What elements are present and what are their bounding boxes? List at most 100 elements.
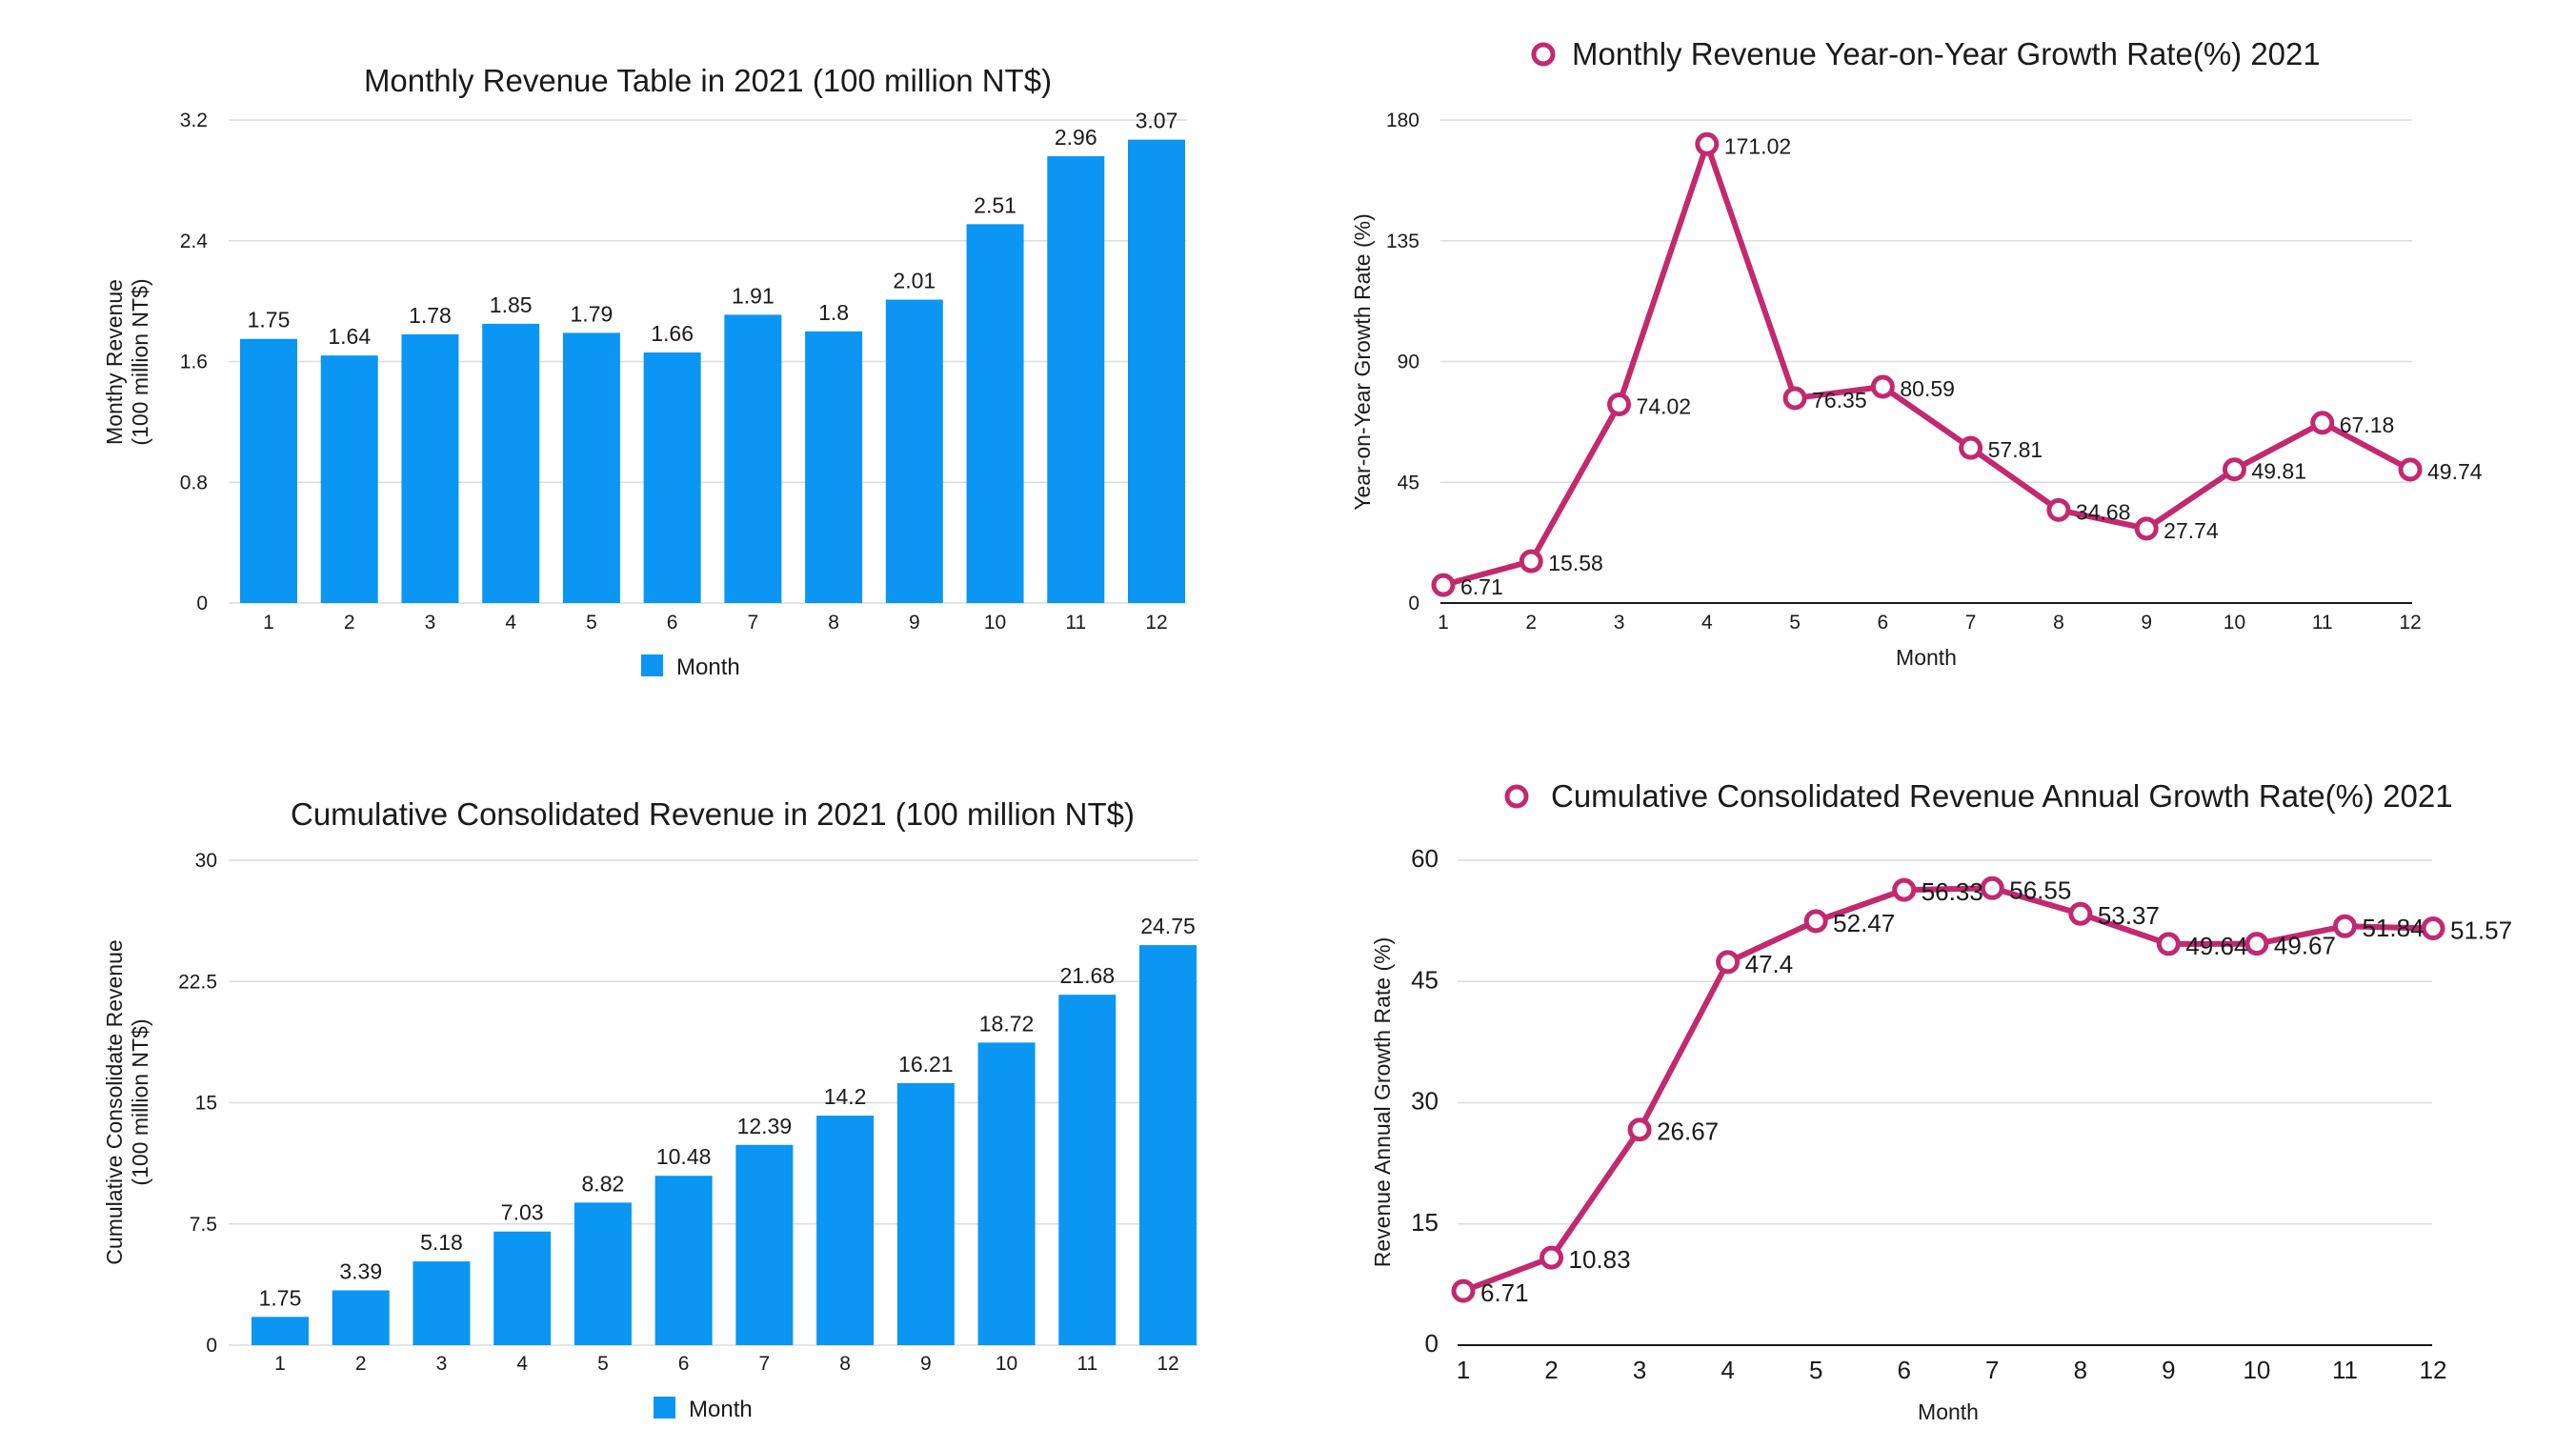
chart-title: Monthly Revenue Table in 2021 (100 milli…: [364, 63, 1052, 98]
data-label: 49.64: [2185, 932, 2247, 960]
data-label: 1.64: [328, 324, 371, 349]
bar: [816, 1116, 875, 1345]
x-tick-label: 11: [2332, 1356, 2358, 1384]
y-tick-label: 180: [1386, 110, 1419, 131]
x-tick-label: 5: [1809, 1356, 1822, 1384]
chart-monthly-revenue: 0 0.8 1.6 2.4 3.2 Monthly Revenue Table in 20…: [102, 63, 1187, 680]
data-point: [2310, 411, 2335, 435]
x-tick-label: 8: [828, 612, 839, 634]
bar: [1058, 995, 1117, 1345]
data-label: 80.59: [1900, 376, 1955, 401]
x-tick-label: 11: [2312, 612, 2333, 634]
x-tick-label: 9: [2162, 1356, 2175, 1384]
x-tick-label: 12: [2399, 612, 2421, 634]
data-label: 5.18: [420, 1230, 463, 1255]
data-point: [1431, 573, 1456, 597]
data-point: [2068, 901, 2093, 926]
data-point: [2046, 497, 2071, 522]
data-label: 2.51: [974, 192, 1016, 217]
data-point: [1959, 435, 1983, 460]
legend-label: Month: [689, 1397, 753, 1422]
data-point: [1803, 909, 1828, 934]
x-tick-label: 5: [586, 612, 597, 634]
data-label: 26.67: [1657, 1117, 1719, 1146]
x-tick-label: 4: [516, 1353, 528, 1375]
bar: [1047, 156, 1105, 603]
data-point: [2332, 914, 2357, 938]
data-label: 1.66: [651, 321, 694, 346]
x-tick-label: 4: [1721, 1356, 1734, 1384]
bar: [885, 299, 943, 603]
data-label: 57.81: [1988, 437, 2043, 462]
x-tick-label: 1: [1457, 1356, 1470, 1384]
x-tick-label: 12: [1145, 612, 1167, 634]
bar: [654, 1176, 713, 1345]
data-point: [2134, 516, 2159, 541]
y-tick-label: 3.2: [180, 110, 208, 131]
legend-marker-icon: [1531, 42, 1556, 67]
x-tick-label: 3: [1633, 1356, 1646, 1384]
bar: [1128, 139, 1185, 604]
y-tick-label: 135: [1386, 231, 1419, 252]
bar: [735, 1144, 794, 1345]
bar: [493, 1231, 552, 1345]
data-label: 49.74: [2427, 459, 2483, 484]
data-label: 18.72: [979, 1011, 1035, 1036]
y-tick-label: 45: [1398, 472, 1419, 493]
bar: [332, 1290, 390, 1345]
x-tick-label: 6: [1878, 612, 1889, 634]
data-label: 7.03: [501, 1200, 544, 1225]
bar: [413, 1261, 471, 1345]
bar: [240, 338, 297, 603]
bar: [1139, 945, 1197, 1345]
y-tick-label: 0: [1408, 593, 1419, 614]
data-point: [1870, 374, 1895, 399]
data-point: [1451, 1278, 1476, 1303]
bar: [320, 355, 378, 603]
data-point: [1519, 549, 1543, 574]
data-point: [2421, 916, 2445, 941]
data-label: 10.48: [656, 1144, 712, 1169]
y-axis-label: Cumulative Consolidate Revenue: [102, 939, 127, 1264]
x-tick-label: 10: [2224, 612, 2245, 634]
bar: [966, 224, 1024, 603]
data-label: 6.71: [1480, 1278, 1529, 1307]
data-label: 74.02: [1637, 394, 1692, 419]
y-tick-label: 15: [195, 1093, 217, 1115]
data-point: [1607, 392, 1632, 417]
data-label: 34.68: [2076, 499, 2131, 524]
y-tick-label: 15: [1411, 1208, 1439, 1237]
data-label: 67.18: [2340, 413, 2395, 437]
bar: [896, 1082, 955, 1345]
data-label: 27.74: [2163, 518, 2219, 543]
data-label: 56.33: [1922, 877, 1983, 906]
bar: [482, 323, 540, 603]
x-tick-label: 7: [1985, 1356, 1999, 1384]
x-tick-label: 11: [1065, 612, 1086, 634]
y-tick-label: 30: [1411, 1087, 1439, 1116]
y-tick-label: 2.4: [180, 231, 209, 252]
y-axis-label: Revenue Annual Growth Rate (%): [1370, 937, 1395, 1267]
x-tick-label: 2: [355, 1353, 367, 1375]
data-point: [1695, 131, 1720, 156]
y-axis-label: (100 million NT$): [128, 278, 152, 445]
data-label: 1.75: [248, 308, 291, 332]
data-point: [1892, 877, 1917, 902]
x-tick-label: 1: [263, 612, 274, 634]
data-label: 21.68: [1059, 963, 1115, 988]
x-tick-label: 6: [667, 612, 678, 634]
data-label: 1.79: [571, 301, 614, 326]
x-tick-label: 9: [2141, 612, 2152, 634]
x-tick-label: 8: [2074, 1356, 2087, 1384]
y-tick-label: 90: [1398, 352, 1419, 373]
legend-swatch: [641, 654, 663, 676]
data-label: 6.71: [1460, 574, 1503, 599]
data-label: 1.78: [409, 303, 452, 328]
bar: [252, 1317, 309, 1345]
data-label: 51.57: [2450, 916, 2512, 945]
legend-swatch: [654, 1397, 675, 1419]
x-tick-label: 7: [759, 1353, 771, 1375]
bar: [401, 333, 459, 603]
